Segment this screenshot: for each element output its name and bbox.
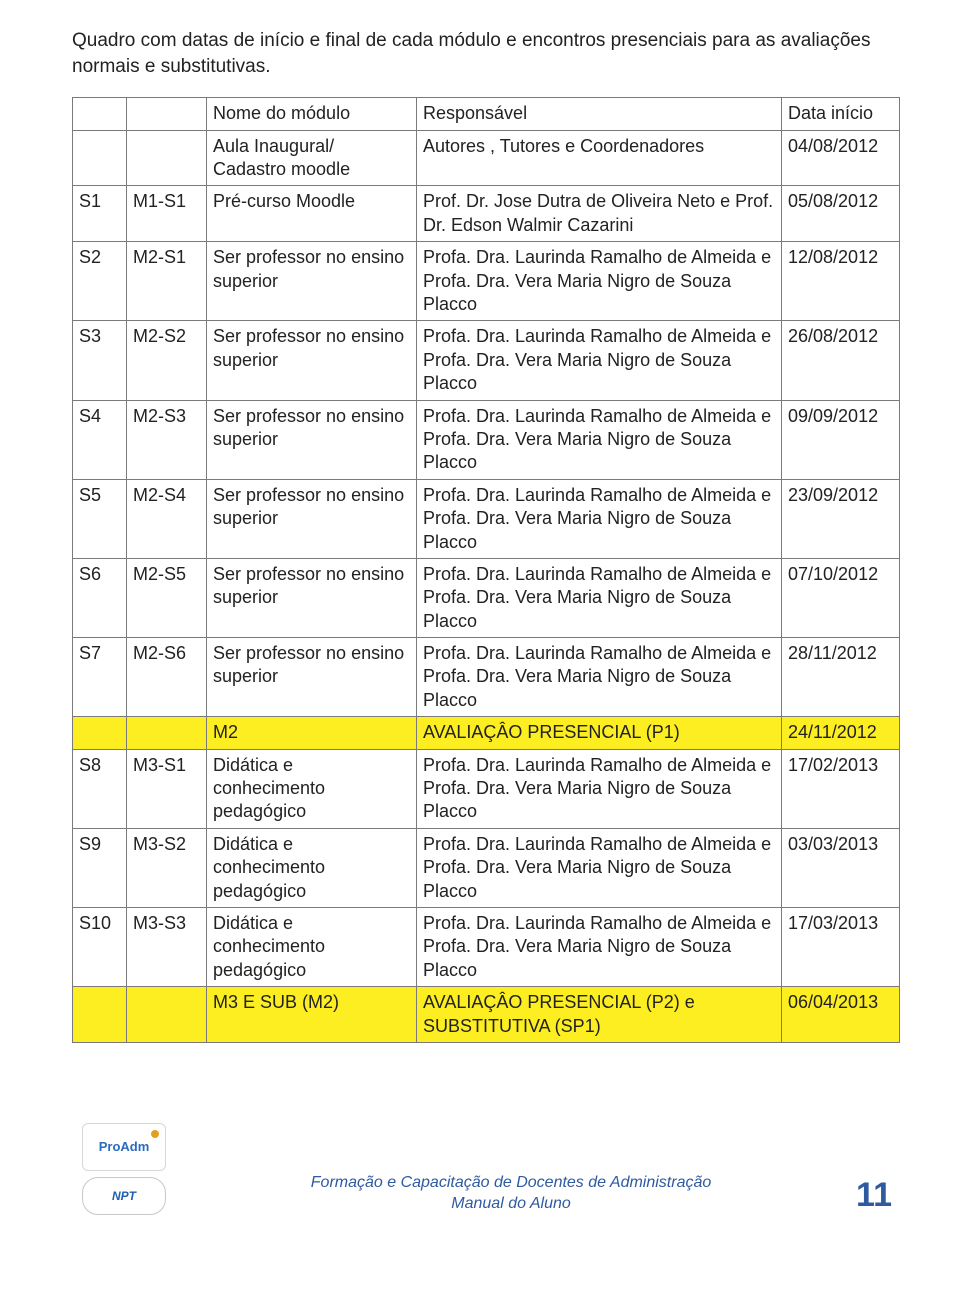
table-row: S8M3-S1Didática e conhecimento pedagógic… xyxy=(73,749,900,828)
table-cell: S3 xyxy=(73,321,127,400)
table-cell: Responsável xyxy=(417,98,782,130)
intro-text: Quadro com datas de início e final de ca… xyxy=(72,28,900,79)
footer-text: Formação e Capacitação de Docentes de Ad… xyxy=(184,1172,838,1215)
table-cell xyxy=(127,717,207,749)
table-row: Nome do móduloResponsávelData início xyxy=(73,98,900,130)
table-cell: Profa. Dra. Laurinda Ramalho de Almeida … xyxy=(417,638,782,717)
table-cell: M2 xyxy=(207,717,417,749)
table-cell: 06/04/2013 xyxy=(782,987,900,1043)
table-cell xyxy=(127,130,207,186)
table-row: Aula Inaugural/ Cadastro moodleAutores ,… xyxy=(73,130,900,186)
table-row: S1M1-S1Pré-curso MoodleProf. Dr. Jose Du… xyxy=(73,186,900,242)
page-number: 11 xyxy=(856,1176,900,1215)
table-cell: M3 E SUB (M2) xyxy=(207,987,417,1043)
table-cell: Profa. Dra. Laurinda Ramalho de Almeida … xyxy=(417,479,782,558)
table-cell: Profa. Dra. Laurinda Ramalho de Almeida … xyxy=(417,321,782,400)
table-row: S3M2-S2Ser professor no ensino superiorP… xyxy=(73,321,900,400)
table-cell: M2-S1 xyxy=(127,242,207,321)
footer-line2: Manual do Aluno xyxy=(184,1193,838,1215)
table-cell: Profa. Dra. Laurinda Ramalho de Almeida … xyxy=(417,908,782,987)
table-cell: S4 xyxy=(73,400,127,479)
table-row: S4M2-S3Ser professor no ensino superiorP… xyxy=(73,400,900,479)
table-row: S7M2-S6Ser professor no ensino superiorP… xyxy=(73,638,900,717)
table-cell: Profa. Dra. Laurinda Ramalho de Almeida … xyxy=(417,828,782,907)
table-cell: 03/03/2013 xyxy=(782,828,900,907)
table-cell: 17/02/2013 xyxy=(782,749,900,828)
table-cell: M2-S3 xyxy=(127,400,207,479)
table-row: S5M2-S4Ser professor no ensino superiorP… xyxy=(73,479,900,558)
table-cell xyxy=(73,98,127,130)
table-cell xyxy=(127,98,207,130)
table-cell: S1 xyxy=(73,186,127,242)
table-cell xyxy=(127,987,207,1043)
table-cell: M2-S5 xyxy=(127,558,207,637)
table-row: M3 E SUB (M2)AVALIAÇÂO PRESENCIAL (P2) e… xyxy=(73,987,900,1043)
table-cell xyxy=(73,987,127,1043)
table-cell: S7 xyxy=(73,638,127,717)
table-cell: 04/08/2012 xyxy=(782,130,900,186)
table-cell: Ser professor no ensino superior xyxy=(207,558,417,637)
table-cell: M2-S6 xyxy=(127,638,207,717)
table-cell: Nome do módulo xyxy=(207,98,417,130)
table-cell: Didática e conhecimento pedagógico xyxy=(207,828,417,907)
table-cell xyxy=(73,130,127,186)
table-cell: 28/11/2012 xyxy=(782,638,900,717)
table-cell: 24/11/2012 xyxy=(782,717,900,749)
table-cell: 09/09/2012 xyxy=(782,400,900,479)
table-cell: 23/09/2012 xyxy=(782,479,900,558)
table-cell: AVALIAÇÂO PRESENCIAL (P2) e SUBSTITUTIVA… xyxy=(417,987,782,1043)
table-cell: S2 xyxy=(73,242,127,321)
footer-line1: Formação e Capacitação de Docentes de Ad… xyxy=(184,1172,838,1194)
table-cell: Profa. Dra. Laurinda Ramalho de Almeida … xyxy=(417,749,782,828)
table-cell: S10 xyxy=(73,908,127,987)
table-cell: Didática e conhecimento pedagógico xyxy=(207,749,417,828)
table-cell: Ser professor no ensino superior xyxy=(207,242,417,321)
table-cell: Profa. Dra. Laurinda Ramalho de Almeida … xyxy=(417,400,782,479)
table-cell: 26/08/2012 xyxy=(782,321,900,400)
table-cell: S9 xyxy=(73,828,127,907)
table-row: S6M2-S5Ser professor no ensino superiorP… xyxy=(73,558,900,637)
table-cell: M3-S2 xyxy=(127,828,207,907)
page-footer: ProAdm NPT Formação e Capacitação de Doc… xyxy=(72,1123,900,1215)
table-cell: M3-S3 xyxy=(127,908,207,987)
table-row: S9M3-S2Didática e conhecimento pedagógic… xyxy=(73,828,900,907)
table-cell: 05/08/2012 xyxy=(782,186,900,242)
table-row: S2M2-S1Ser professor no ensino superiorP… xyxy=(73,242,900,321)
table-cell: S6 xyxy=(73,558,127,637)
table-cell: S5 xyxy=(73,479,127,558)
schedule-table: Nome do móduloResponsávelData inícioAula… xyxy=(72,97,900,1043)
table-cell: Ser professor no ensino superior xyxy=(207,479,417,558)
table-cell: M2-S2 xyxy=(127,321,207,400)
table-cell: Profa. Dra. Laurinda Ramalho de Almeida … xyxy=(417,242,782,321)
table-cell: Prof. Dr. Jose Dutra de Oliveira Neto e … xyxy=(417,186,782,242)
table-cell: Ser professor no ensino superior xyxy=(207,638,417,717)
logo-npt: NPT xyxy=(82,1177,166,1215)
table-row: S10M3-S3Didática e conhecimento pedagógi… xyxy=(73,908,900,987)
table-cell: Ser professor no ensino superior xyxy=(207,400,417,479)
table-row: M2AVALIAÇÂO PRESENCIAL (P1)24/11/2012 xyxy=(73,717,900,749)
table-cell: 12/08/2012 xyxy=(782,242,900,321)
table-cell: Profa. Dra. Laurinda Ramalho de Almeida … xyxy=(417,558,782,637)
table-cell: AVALIAÇÂO PRESENCIAL (P1) xyxy=(417,717,782,749)
table-cell: Data início xyxy=(782,98,900,130)
table-cell: Autores , Tutores e Coordenadores xyxy=(417,130,782,186)
table-cell: S8 xyxy=(73,749,127,828)
table-cell: Didática e conhecimento pedagógico xyxy=(207,908,417,987)
table-cell: Pré-curso Moodle xyxy=(207,186,417,242)
table-cell: 07/10/2012 xyxy=(782,558,900,637)
table-cell: Ser professor no ensino superior xyxy=(207,321,417,400)
table-cell: M1-S1 xyxy=(127,186,207,242)
table-cell: Aula Inaugural/ Cadastro moodle xyxy=(207,130,417,186)
table-cell: M3-S1 xyxy=(127,749,207,828)
logo-proadm: ProAdm xyxy=(82,1123,166,1171)
table-cell xyxy=(73,717,127,749)
table-cell: 17/03/2013 xyxy=(782,908,900,987)
table-cell: M2-S4 xyxy=(127,479,207,558)
